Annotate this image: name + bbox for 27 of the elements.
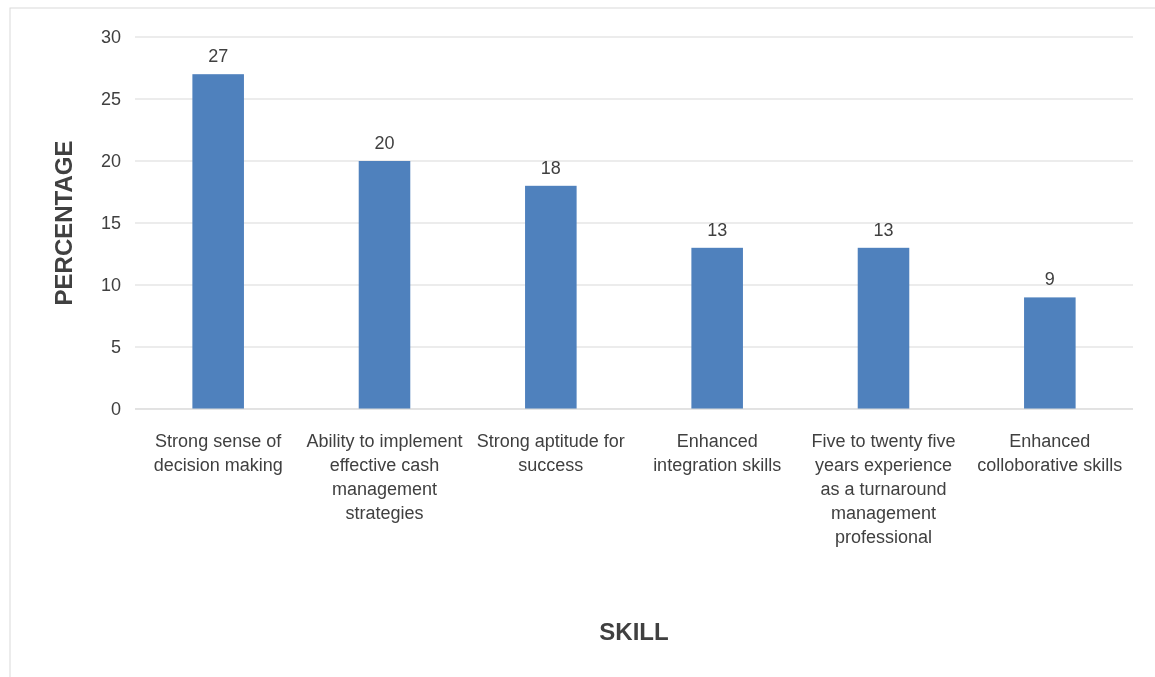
data-label: 27 (208, 46, 229, 67)
y-tick-label: 0 (110, 399, 121, 420)
y-axis-title: PERCENTAGE (50, 140, 77, 306)
bar (525, 185, 577, 409)
bar (691, 247, 743, 409)
data-label: 9 (1044, 269, 1055, 290)
x-tick-label: Ability to implement effective cash management strategies (306, 431, 463, 523)
data-label: 20 (374, 133, 395, 153)
y-tick-label: 10 (100, 275, 121, 296)
bar (192, 74, 244, 409)
y-tick-label: 20 (100, 151, 121, 172)
x-tick-label: Strong sense of decision making (153, 431, 283, 475)
bar (1024, 297, 1076, 409)
x-axis-title: SKILL (599, 618, 669, 645)
y-tick-label: 25 (100, 89, 121, 110)
y-tick-label: 30 (100, 27, 121, 48)
x-tick-label: Enhanced colloborative skills (977, 431, 1123, 475)
y-tick-label: 15 (100, 213, 121, 234)
y-tick-label: 5 (110, 337, 121, 358)
data-label: 13 (873, 219, 894, 240)
x-tick-label: Strong aptitude for success (476, 431, 625, 475)
bar (358, 161, 411, 409)
x-tick-label: Enhanced integration skills (653, 431, 782, 475)
bar (857, 247, 910, 409)
data-label: 18 (540, 157, 561, 178)
data-label: 13 (707, 219, 728, 240)
x-tick-label: Five to twenty five years experience as a turnaround management professional (811, 431, 956, 547)
